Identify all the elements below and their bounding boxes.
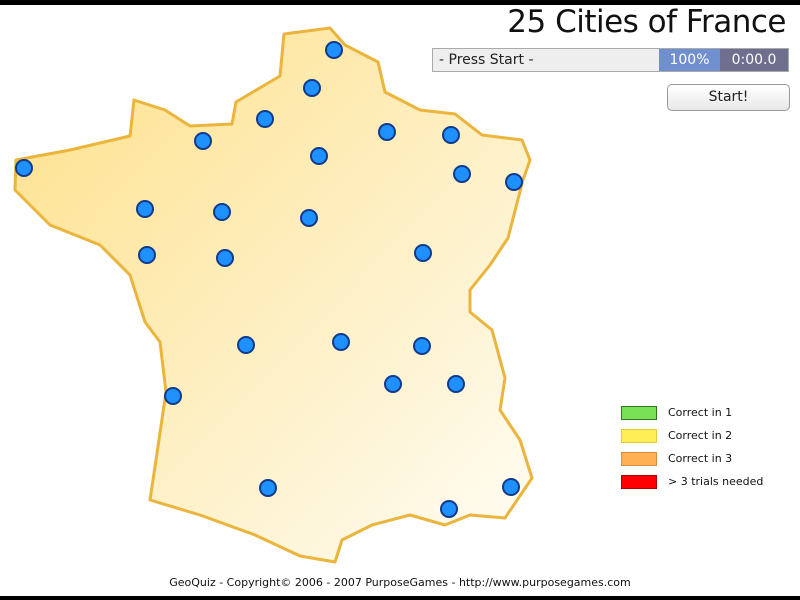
city-marker[interactable]	[447, 375, 465, 393]
city-marker[interactable]	[213, 203, 231, 221]
percent-score: 100%	[659, 49, 720, 71]
timer: 0:00.0	[720, 49, 788, 71]
legend-item: Correct in 2	[621, 424, 763, 447]
city-marker[interactable]	[325, 41, 343, 59]
status-bar: - Press Start - 100% 0:00.0	[432, 48, 789, 72]
city-marker[interactable]	[505, 173, 523, 191]
legend-swatch	[621, 428, 657, 443]
status-message: - Press Start -	[433, 49, 659, 71]
city-marker[interactable]	[384, 375, 402, 393]
legend-swatch	[621, 451, 657, 466]
quiz-title: 25 Cities of France	[507, 4, 786, 40]
legend-item: Correct in 3	[621, 447, 763, 470]
legend-label: Correct in 3	[668, 452, 733, 465]
legend-swatch	[621, 405, 657, 420]
city-marker[interactable]	[194, 132, 212, 150]
city-marker[interactable]	[15, 159, 33, 177]
legend-label: Correct in 2	[668, 429, 733, 442]
city-marker[interactable]	[414, 244, 432, 262]
city-marker[interactable]	[442, 126, 460, 144]
city-marker[interactable]	[440, 500, 458, 518]
city-marker[interactable]	[413, 337, 431, 355]
city-marker[interactable]	[136, 200, 154, 218]
france-outline	[13, 26, 534, 564]
city-marker[interactable]	[378, 123, 396, 141]
start-button[interactable]: Start!	[667, 84, 790, 111]
city-marker[interactable]	[502, 478, 520, 496]
legend-swatch	[621, 474, 657, 489]
city-marker[interactable]	[303, 79, 321, 97]
city-marker[interactable]	[300, 209, 318, 227]
top-border	[0, 0, 800, 5]
city-marker[interactable]	[138, 246, 156, 264]
city-marker[interactable]	[164, 387, 182, 405]
legend: Correct in 1 Correct in 2 Correct in 3 >…	[621, 401, 763, 493]
legend-item: Correct in 1	[621, 401, 763, 424]
legend-label: > 3 trials needed	[668, 475, 764, 488]
bottom-border	[0, 596, 800, 600]
city-marker[interactable]	[259, 479, 277, 497]
city-marker[interactable]	[453, 165, 471, 183]
footer-copyright: GeoQuiz - Copyright© 2006 - 2007 Purpose…	[169, 576, 631, 589]
city-marker[interactable]	[216, 249, 234, 267]
legend-label: Correct in 1	[668, 406, 733, 419]
city-marker[interactable]	[256, 110, 274, 128]
city-marker[interactable]	[332, 333, 350, 351]
city-marker[interactable]	[310, 147, 328, 165]
legend-item: > 3 trials needed	[621, 470, 763, 493]
city-marker[interactable]	[237, 336, 255, 354]
